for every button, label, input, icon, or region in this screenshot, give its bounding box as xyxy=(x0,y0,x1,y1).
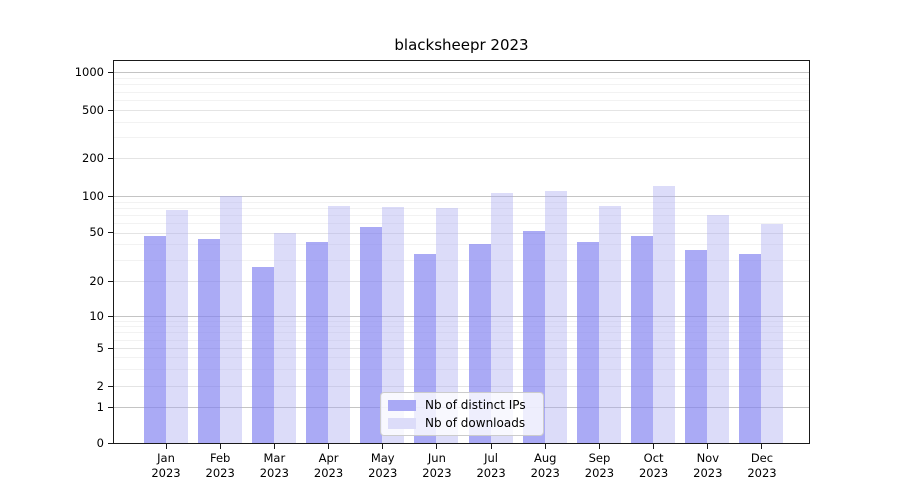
x-tick-mark xyxy=(219,444,221,449)
x-tick-label: Nov 2023 xyxy=(673,451,743,481)
x-tick-mark xyxy=(490,444,492,449)
legend-label: Nb of distinct IPs xyxy=(425,397,526,412)
y-tick-label: 1 xyxy=(96,399,104,414)
y-tick-label: 50 xyxy=(89,225,104,239)
x-tick-mark xyxy=(544,444,546,449)
x-tick-label: Mar 2023 xyxy=(239,451,309,481)
plot-border xyxy=(113,60,810,444)
x-tick-year: 2023 xyxy=(693,466,723,480)
x-tick-year: 2023 xyxy=(313,466,344,480)
x-tick-year: 2023 xyxy=(259,466,289,480)
legend: Nb of distinct IPs Nb of downloads xyxy=(380,392,544,436)
x-tick-year: 2023 xyxy=(151,466,181,480)
y-tick-label: 200 xyxy=(82,150,104,165)
y-tick-label: 1000 xyxy=(74,64,104,79)
legend-label: Nb of downloads xyxy=(425,415,526,430)
x-tick-label: Jul 2023 xyxy=(456,451,526,481)
x-tick-mark xyxy=(707,444,709,449)
legend-swatch xyxy=(388,399,416,411)
x-tick-mark xyxy=(436,444,438,449)
y-tick-label: 2 xyxy=(96,378,104,393)
y-tick-label: 20 xyxy=(89,273,104,288)
x-tick-year: 2023 xyxy=(584,466,615,480)
x-tick-year: 2023 xyxy=(747,466,777,480)
y-tick-label: 100 xyxy=(82,188,104,203)
x-tick-mark xyxy=(761,444,763,449)
chart-title: blacksheepr 2023 xyxy=(394,36,529,54)
x-tick-mark xyxy=(382,444,384,449)
legend-item: Nb of distinct IPs xyxy=(388,398,543,413)
y-tick-label: 0 xyxy=(96,436,104,450)
x-tick-label: May 2023 xyxy=(348,451,418,481)
y-tick-label: 10 xyxy=(89,308,104,323)
x-tick-label: Apr 2023 xyxy=(294,451,364,481)
x-tick-label: Sep 2023 xyxy=(564,451,634,481)
x-tick-year: 2023 xyxy=(476,466,506,480)
x-tick-label: Feb 2023 xyxy=(185,451,255,481)
legend-item: Nb of downloads xyxy=(388,416,543,431)
x-tick-year: 2023 xyxy=(638,466,669,480)
x-tick-label: Aug 2023 xyxy=(510,451,580,481)
x-tick-year: 2023 xyxy=(205,466,235,480)
x-tick-label: Oct 2023 xyxy=(619,451,689,481)
legend-swatch xyxy=(388,417,416,429)
x-tick-mark xyxy=(273,444,275,449)
x-tick-label: Dec 2023 xyxy=(727,451,797,481)
x-tick-label: Jan 2023 xyxy=(131,451,201,481)
y-tick-label: 5 xyxy=(96,340,104,355)
x-tick-year: 2023 xyxy=(530,466,560,480)
x-tick-label: Jun 2023 xyxy=(402,451,472,481)
x-tick-mark xyxy=(165,444,167,449)
x-tick-mark xyxy=(653,444,655,449)
x-tick-mark xyxy=(328,444,330,449)
x-tick-mark xyxy=(598,444,600,449)
x-tick-year: 2023 xyxy=(368,466,398,480)
y-tick-label: 500 xyxy=(82,102,104,117)
x-tick-year: 2023 xyxy=(422,466,452,480)
